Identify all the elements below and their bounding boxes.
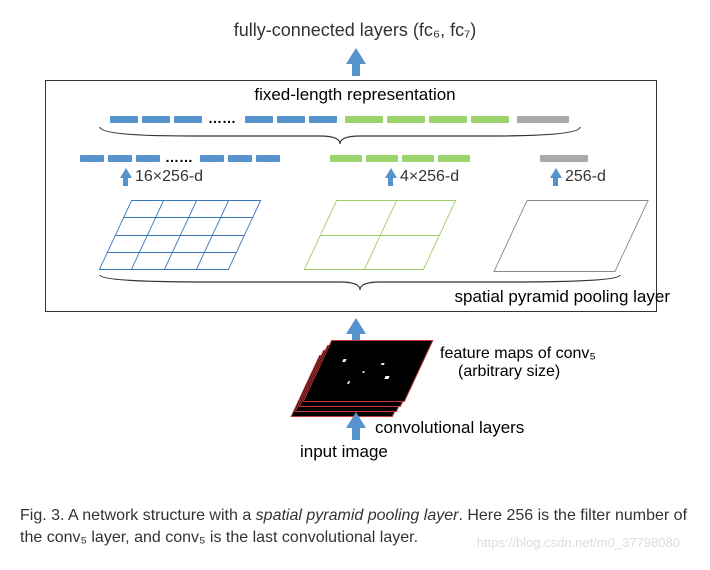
- arrow-to-fc: [346, 48, 366, 64]
- rep-bar-blue: [110, 116, 138, 123]
- spp-diagram: fully-connected layers (fc₆, fc₇) fixed-…: [20, 20, 690, 500]
- level1-bar: [540, 155, 588, 162]
- conv-label: convolutional layers: [375, 418, 524, 438]
- grid-4x4: [115, 200, 245, 270]
- fc-label: fully-connected layers (fc₆, fc₇): [20, 20, 690, 41]
- rep-bar-green: [345, 116, 383, 123]
- watermark: https://blog.csdn.net/m0_37798080: [477, 535, 680, 550]
- brace-large: [90, 124, 590, 146]
- level16-label: 16×256-d: [135, 168, 203, 186]
- arrow-level4: [385, 168, 397, 178]
- rep-bar-gray: [517, 116, 569, 123]
- input-label: input image: [300, 442, 388, 462]
- level16-bar: [80, 155, 104, 162]
- caption-fig: Fig. 3.: [20, 507, 64, 524]
- level1-label: 256-d: [565, 168, 606, 186]
- level4-bar: [330, 155, 362, 162]
- arrow-level1: [550, 168, 562, 178]
- arrow-to-conv: [346, 412, 366, 428]
- fixed-rep-label: fixed-length representation: [20, 85, 690, 105]
- feature-maps-label: feature maps of conv₅ (arbitrary size): [440, 345, 596, 381]
- grid-1x1: [510, 200, 632, 272]
- arrow-level16: [120, 168, 132, 178]
- arrow-to-spp: [346, 318, 366, 334]
- spp-label: spatial pyramid pooling layer: [455, 287, 670, 307]
- level4-label: 4×256-d: [400, 168, 459, 186]
- grid-2x2: [320, 200, 440, 270]
